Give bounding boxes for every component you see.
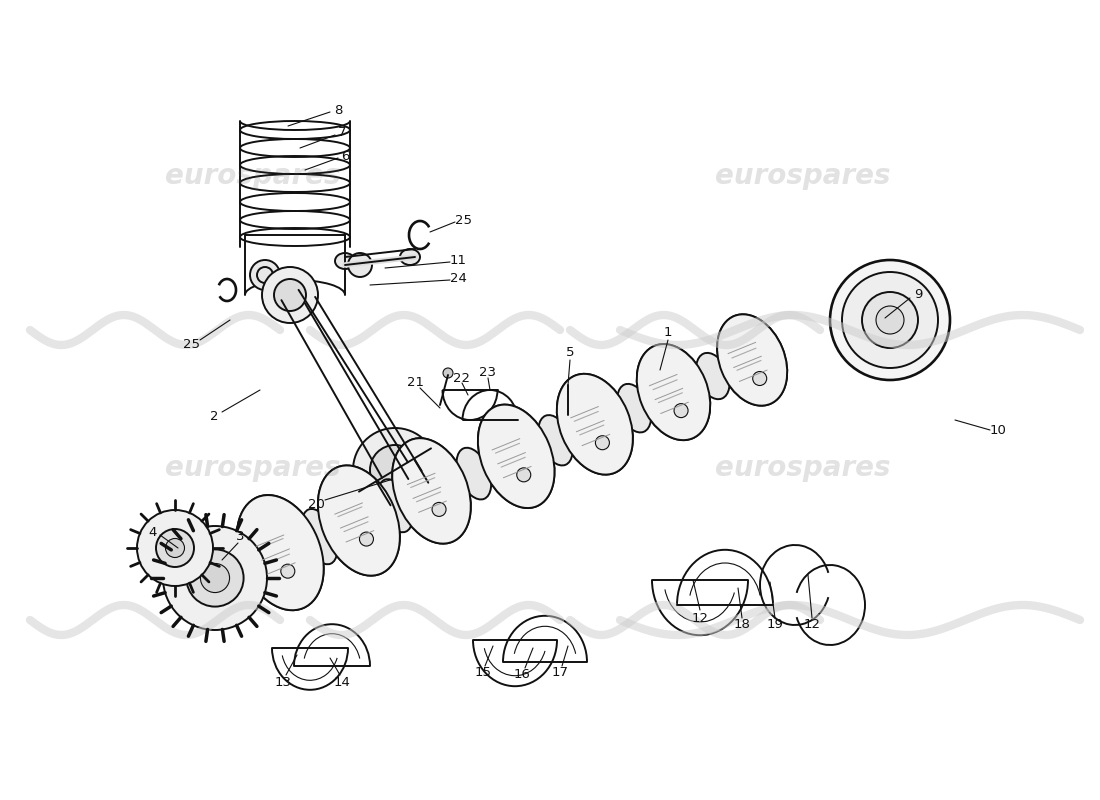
Ellipse shape — [393, 438, 471, 544]
Text: 16: 16 — [514, 669, 530, 682]
Circle shape — [674, 404, 689, 418]
Ellipse shape — [696, 353, 729, 399]
Text: 18: 18 — [734, 618, 750, 631]
Ellipse shape — [336, 253, 355, 269]
Text: 20: 20 — [308, 498, 324, 510]
Ellipse shape — [717, 314, 788, 406]
Circle shape — [432, 502, 447, 517]
Text: 13: 13 — [275, 675, 292, 689]
Circle shape — [830, 260, 950, 380]
Circle shape — [517, 468, 531, 482]
Circle shape — [360, 532, 374, 546]
Ellipse shape — [236, 495, 323, 610]
Circle shape — [432, 502, 447, 517]
Circle shape — [250, 260, 280, 290]
Text: 15: 15 — [474, 666, 492, 679]
Ellipse shape — [318, 466, 400, 576]
Circle shape — [360, 532, 374, 546]
Circle shape — [348, 253, 372, 277]
Ellipse shape — [400, 249, 420, 265]
Text: eurospares: eurospares — [165, 454, 341, 482]
Text: 22: 22 — [453, 371, 471, 385]
Circle shape — [517, 468, 531, 482]
Text: eurospares: eurospares — [715, 454, 891, 482]
Circle shape — [163, 526, 267, 630]
Text: 4: 4 — [148, 526, 157, 538]
Text: 6: 6 — [341, 150, 349, 162]
Circle shape — [595, 436, 609, 450]
Circle shape — [424, 478, 433, 488]
Ellipse shape — [617, 384, 651, 433]
Text: 25: 25 — [184, 338, 200, 350]
Text: eurospares: eurospares — [715, 162, 891, 190]
Circle shape — [138, 510, 213, 586]
Ellipse shape — [538, 415, 573, 466]
Text: 17: 17 — [551, 666, 569, 679]
Text: 25: 25 — [455, 214, 473, 226]
Text: 10: 10 — [990, 423, 1006, 437]
Circle shape — [876, 306, 904, 334]
Text: 24: 24 — [450, 271, 466, 285]
Text: 23: 23 — [480, 366, 496, 379]
Ellipse shape — [377, 479, 412, 532]
Ellipse shape — [637, 344, 711, 440]
Ellipse shape — [318, 466, 400, 576]
Text: eurospares: eurospares — [165, 162, 341, 190]
Circle shape — [595, 436, 609, 450]
Circle shape — [752, 371, 767, 386]
Ellipse shape — [637, 344, 711, 440]
Text: 1: 1 — [663, 326, 672, 338]
Ellipse shape — [301, 509, 338, 564]
Circle shape — [280, 564, 295, 578]
Text: 2: 2 — [210, 410, 218, 422]
Text: 5: 5 — [565, 346, 574, 358]
Text: 14: 14 — [333, 675, 351, 689]
Text: 19: 19 — [767, 618, 783, 631]
Text: 12: 12 — [803, 618, 821, 631]
Ellipse shape — [456, 448, 491, 499]
Circle shape — [674, 404, 689, 418]
Text: 8: 8 — [333, 103, 342, 117]
Ellipse shape — [393, 438, 471, 544]
Text: 7: 7 — [338, 126, 346, 139]
Ellipse shape — [236, 495, 323, 610]
Circle shape — [370, 445, 420, 495]
Circle shape — [280, 564, 295, 578]
Circle shape — [156, 529, 194, 567]
Circle shape — [186, 550, 243, 606]
Circle shape — [385, 500, 396, 510]
Circle shape — [262, 267, 318, 323]
Circle shape — [353, 428, 437, 512]
Text: 9: 9 — [914, 287, 922, 301]
Circle shape — [752, 371, 767, 386]
Ellipse shape — [717, 314, 788, 406]
Circle shape — [165, 538, 185, 558]
Circle shape — [274, 279, 306, 311]
Text: 3: 3 — [235, 530, 244, 543]
Ellipse shape — [477, 405, 554, 508]
Text: 12: 12 — [692, 611, 708, 625]
Circle shape — [443, 368, 453, 378]
Ellipse shape — [557, 374, 632, 474]
Text: 11: 11 — [450, 254, 466, 266]
Ellipse shape — [477, 405, 554, 508]
Circle shape — [842, 272, 938, 368]
Circle shape — [862, 292, 918, 348]
Text: 21: 21 — [407, 377, 424, 390]
Circle shape — [200, 563, 230, 593]
Ellipse shape — [557, 374, 632, 474]
